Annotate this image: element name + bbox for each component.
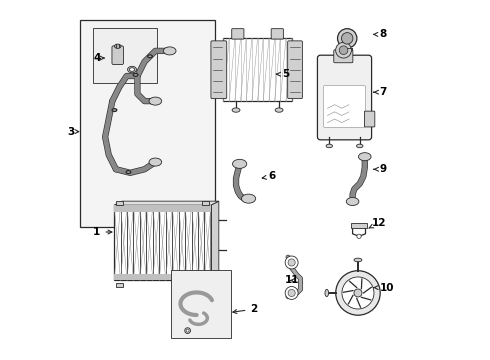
Bar bbox=[114, 205, 211, 212]
FancyBboxPatch shape bbox=[232, 29, 244, 39]
Ellipse shape bbox=[163, 47, 176, 55]
Circle shape bbox=[339, 46, 348, 54]
Text: 12: 12 bbox=[369, 218, 386, 228]
Bar bbox=[351, 224, 367, 228]
Circle shape bbox=[336, 42, 351, 58]
Bar bbox=[114, 205, 211, 280]
Ellipse shape bbox=[112, 109, 117, 112]
Bar bbox=[223, 39, 292, 101]
FancyBboxPatch shape bbox=[323, 86, 366, 127]
Circle shape bbox=[357, 234, 361, 238]
Ellipse shape bbox=[115, 44, 121, 48]
Bar bbox=[80, 21, 215, 226]
Text: 1: 1 bbox=[93, 227, 112, 237]
Text: 6: 6 bbox=[262, 171, 275, 181]
FancyBboxPatch shape bbox=[211, 41, 227, 99]
Ellipse shape bbox=[326, 144, 333, 148]
Ellipse shape bbox=[275, 108, 283, 112]
Circle shape bbox=[336, 271, 380, 315]
Text: 5: 5 bbox=[276, 69, 290, 79]
Ellipse shape bbox=[325, 289, 329, 297]
Circle shape bbox=[354, 289, 362, 297]
Polygon shape bbox=[114, 201, 219, 205]
Circle shape bbox=[185, 328, 191, 333]
Ellipse shape bbox=[354, 258, 362, 262]
Bar bbox=[172, 270, 231, 338]
Ellipse shape bbox=[233, 159, 247, 168]
Circle shape bbox=[186, 329, 189, 332]
Circle shape bbox=[338, 29, 357, 48]
Text: 11: 11 bbox=[285, 275, 299, 285]
Circle shape bbox=[288, 259, 295, 266]
Text: 3: 3 bbox=[68, 127, 79, 136]
Text: 2: 2 bbox=[233, 304, 258, 314]
Circle shape bbox=[285, 287, 298, 300]
Bar bbox=[202, 201, 209, 206]
Bar bbox=[114, 274, 211, 280]
Ellipse shape bbox=[149, 97, 162, 105]
Ellipse shape bbox=[242, 194, 256, 203]
FancyBboxPatch shape bbox=[288, 41, 302, 99]
Ellipse shape bbox=[149, 158, 162, 166]
Ellipse shape bbox=[232, 108, 240, 112]
Polygon shape bbox=[211, 201, 219, 280]
Ellipse shape bbox=[129, 68, 135, 71]
Circle shape bbox=[288, 289, 295, 297]
Ellipse shape bbox=[359, 153, 371, 161]
Ellipse shape bbox=[127, 66, 137, 73]
Text: 8: 8 bbox=[373, 30, 387, 39]
Ellipse shape bbox=[357, 144, 363, 148]
Circle shape bbox=[342, 277, 374, 309]
Text: 4: 4 bbox=[93, 53, 104, 63]
Bar bbox=[116, 283, 123, 287]
Text: 9: 9 bbox=[374, 164, 387, 174]
Circle shape bbox=[285, 256, 298, 269]
Bar bbox=[93, 28, 157, 83]
Bar bbox=[202, 283, 209, 287]
FancyBboxPatch shape bbox=[112, 46, 123, 64]
FancyBboxPatch shape bbox=[318, 55, 371, 140]
Circle shape bbox=[342, 33, 353, 44]
FancyBboxPatch shape bbox=[271, 29, 283, 39]
Ellipse shape bbox=[126, 171, 131, 174]
Bar bbox=[116, 201, 123, 206]
FancyBboxPatch shape bbox=[334, 50, 353, 63]
Ellipse shape bbox=[346, 198, 359, 206]
Text: 7: 7 bbox=[374, 87, 387, 97]
Text: 10: 10 bbox=[374, 283, 394, 293]
Ellipse shape bbox=[147, 55, 152, 58]
FancyBboxPatch shape bbox=[365, 111, 375, 127]
Ellipse shape bbox=[133, 73, 138, 76]
